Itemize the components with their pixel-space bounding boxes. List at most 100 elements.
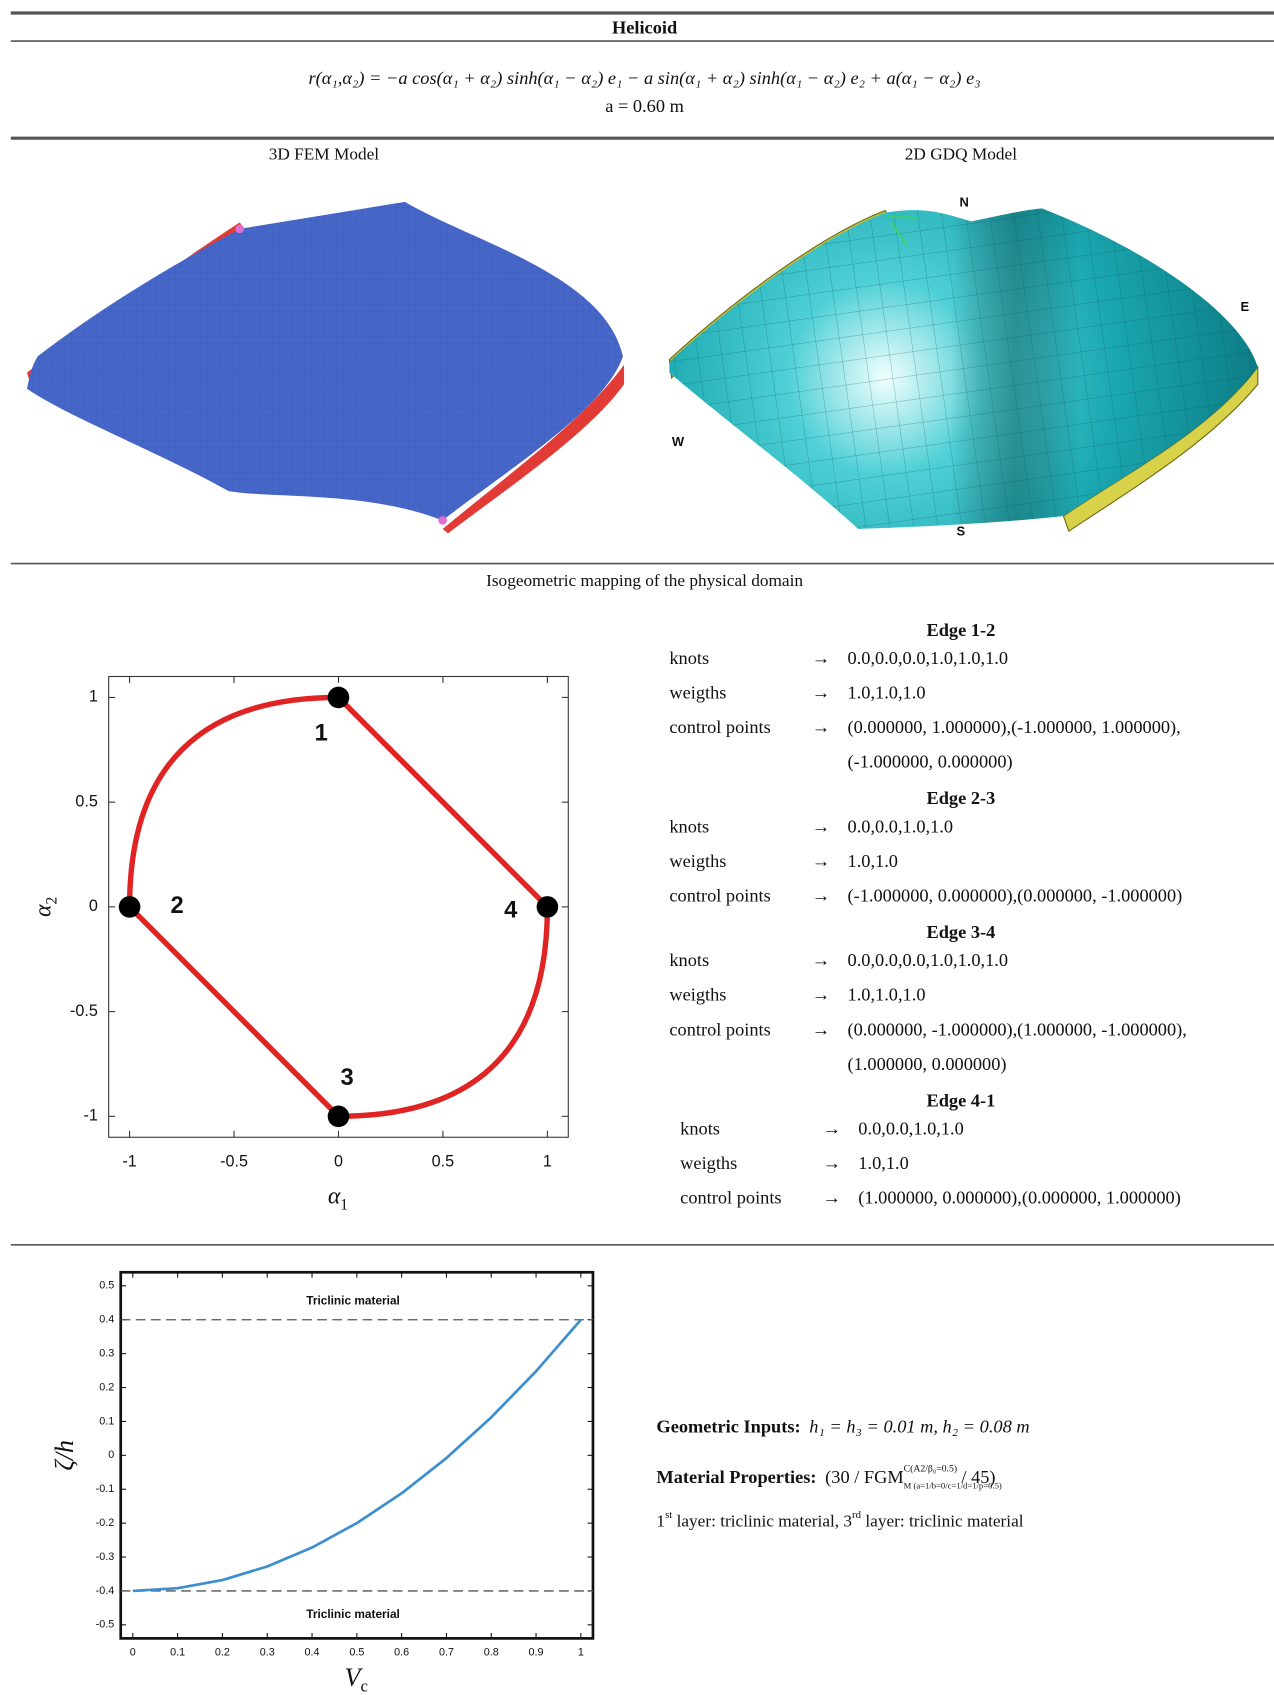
edge-arrow: → (812, 950, 830, 970)
edge-value: (-1.000000, 0.000000),(0.000000, -1.0000… (848, 885, 1183, 906)
edge-arrow: → (812, 682, 830, 702)
edge-arrow: → (812, 648, 830, 668)
annotation: Triclinic material (306, 1607, 400, 1621)
y-tick-label: 0 (108, 1449, 114, 1461)
edge-key: weigths (669, 851, 726, 871)
compass-label: N (959, 194, 968, 209)
figure: Helicoid r(α₁,α₂) = −a cos(α₁ + α₂) sinh… (0, 0, 1274, 1695)
edge-value: 1.0,1.0 (858, 1153, 908, 1173)
label: Geometric Inputs: (656, 1417, 800, 1437)
edge-value: 0.0,0.0,1.0,1.0 (858, 1119, 963, 1139)
edge-title: Edge 1-2 (926, 620, 995, 640)
y-tick-label: -0.2 (96, 1517, 115, 1529)
compass-label: E (1241, 299, 1250, 314)
edge-arrow: → (812, 851, 830, 871)
x-tick-label: 0 (334, 1152, 343, 1170)
edge-value: (0.000000, -1.000000),(1.000000, -1.0000… (848, 1019, 1187, 1040)
layers: 1st layer: triclinic material, 3rd layer… (656, 1509, 1023, 1530)
edge-arrow: → (823, 1119, 841, 1139)
layer-text: layer: triclinic material (861, 1511, 1024, 1530)
point-label: 3 (341, 1064, 354, 1091)
axis-label-symbol: α (31, 904, 57, 917)
edge-value: 0.0,0.0,0.0,1.0,1.0,1.0 (848, 950, 1009, 970)
subscript: M (a=1/b=0/c=1/d=1/p=0.5) (904, 1481, 1002, 1491)
x-tick-label: 0.6 (394, 1646, 409, 1658)
y-tick-label: -0.3 (96, 1551, 115, 1563)
edge-value: (1.000000, 0.000000),(0.000000, 1.000000… (858, 1188, 1181, 1209)
control-point (119, 896, 141, 918)
x-tick-label: 0.5 (432, 1152, 455, 1170)
edge-arrow: → (812, 885, 830, 905)
compass-label: S (957, 524, 966, 539)
control-point (537, 896, 559, 918)
y-tick-label: -0.5 (96, 1619, 115, 1631)
x-tick-label: 0.1 (170, 1646, 185, 1658)
edge-key: weigths (669, 682, 726, 702)
axis-label-sub: 1 (340, 1196, 348, 1213)
superscript: C(A2/β₀=0.5) (904, 1464, 957, 1475)
fem-model (0, 194, 648, 539)
x-tick-label: -1 (122, 1152, 136, 1170)
axis-label: ζ/h (50, 1440, 79, 1471)
edge-key: weigths (680, 1153, 737, 1173)
y-tick-label: 0.1 (99, 1415, 114, 1427)
x-tick-label: 1 (543, 1152, 552, 1170)
y-tick-label: 0.2 (99, 1381, 114, 1393)
y-tick-label: 1 (89, 688, 98, 706)
edge-value: 0.0,0.0,0.0,1.0,1.0,1.0 (848, 648, 1009, 668)
axis-label-symbol: α (328, 1184, 341, 1210)
edge-title: Edge 3-4 (926, 922, 995, 942)
y-tick-label: -0.5 (70, 1002, 98, 1020)
y-tick-label: -0.1 (96, 1483, 115, 1495)
y-tick-label: 0.5 (75, 792, 98, 810)
x-tick-label: 0.4 (305, 1646, 320, 1658)
edge-value: 1.0,1.0,1.0 (848, 985, 926, 1005)
geometric-inputs: Geometric Inputs:h₁ = h₃ = 0.01 m, h₂ = … (656, 1417, 1029, 1437)
layer-text: layer: triclinic material, (672, 1511, 843, 1530)
edge-arrow: → (823, 1188, 841, 1208)
model-title: 3D FEM Model (269, 144, 380, 163)
point-label: 4 (504, 896, 518, 923)
y-tick-label: 0 (89, 897, 98, 915)
edge-title: Edge 4-1 (926, 1091, 995, 1111)
x-tick-label: 0 (130, 1646, 136, 1658)
ordinal: 1 (656, 1511, 665, 1530)
x-tick-label: 0.5 (349, 1646, 364, 1658)
edge-key: control points (680, 1188, 781, 1208)
axis-label-sub: c (360, 1677, 367, 1695)
point-label: 1 (315, 719, 328, 746)
edge-key: weigths (669, 985, 726, 1005)
edge-value: (0.000000, 1.000000),(-1.000000, 1.00000… (848, 717, 1181, 738)
edge-key: knots (669, 950, 709, 970)
x-tick-label: 1 (578, 1646, 584, 1658)
edge-value: (-1.000000, 0.000000) (848, 752, 1013, 773)
edge-arrow: → (812, 816, 830, 836)
x-tick-label: 0.7 (439, 1646, 454, 1658)
gdq-model (648, 194, 1274, 539)
axis-label-sub: 2 (43, 897, 60, 905)
y-tick-label: -1 (83, 1107, 97, 1125)
edge-arrow: → (812, 1019, 830, 1039)
control-point (328, 687, 350, 709)
figure-title: Helicoid (612, 17, 677, 37)
y-tick-label: 0.3 (99, 1347, 114, 1359)
edge-title: Edge 2-3 (926, 788, 995, 808)
edge-arrow: → (823, 1153, 841, 1173)
annotation: Triclinic material (306, 1294, 400, 1308)
model-title: 2D GDQ Model (905, 144, 1017, 163)
edge-key: control points (669, 1019, 770, 1039)
x-tick-label: 0.9 (529, 1646, 544, 1658)
compass-label: W (672, 434, 685, 449)
control-point (328, 1106, 350, 1128)
x-tick-label: 0.8 (484, 1646, 499, 1658)
edge-value: 1.0,1.0,1.0 (848, 682, 926, 702)
ordinal-suffix: st (665, 1509, 672, 1521)
equation: r(α₁,α₂) = −a cos(α₁ + α₂) sinh(α₁ − α₂)… (309, 68, 981, 89)
edge-value: 0.0,0.0,1.0,1.0 (848, 816, 953, 836)
label: Material Properties: (656, 1467, 816, 1487)
x-tick-label: 0.3 (260, 1646, 275, 1658)
section-title: Isogeometric mapping of the physical dom… (486, 571, 803, 590)
edge-value: 1.0,1.0 (848, 851, 898, 871)
x-tick-label: 0.2 (215, 1646, 230, 1658)
plot-frame (121, 1272, 593, 1638)
